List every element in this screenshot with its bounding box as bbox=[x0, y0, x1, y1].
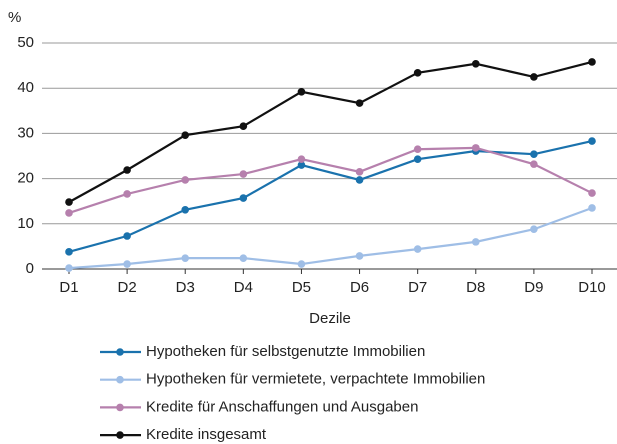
data-point bbox=[471, 59, 480, 68]
legend-marker bbox=[116, 348, 124, 356]
data-point bbox=[65, 198, 73, 206]
legend-marker bbox=[116, 375, 124, 384]
x-tick-label: D5 bbox=[292, 279, 311, 296]
data-point bbox=[181, 205, 190, 214]
data-point bbox=[471, 238, 480, 246]
data-point bbox=[181, 254, 190, 262]
y-tick-label: 30 bbox=[17, 124, 34, 141]
data-point bbox=[65, 248, 73, 256]
data-point bbox=[530, 150, 538, 158]
series-line bbox=[68, 146, 593, 214]
data-point bbox=[530, 225, 538, 234]
data-point bbox=[355, 99, 364, 107]
series-line bbox=[68, 60, 593, 204]
data-point bbox=[413, 69, 422, 77]
x-tick-label: D1 bbox=[59, 279, 78, 296]
data-point bbox=[588, 204, 596, 212]
y-tick-label: 40 bbox=[17, 79, 34, 96]
series-line bbox=[68, 140, 593, 253]
data-point bbox=[588, 58, 596, 66]
x-tick-label: D10 bbox=[578, 279, 606, 296]
data-point bbox=[123, 232, 131, 240]
y-tick-label: 20 bbox=[17, 170, 34, 187]
legend-marker bbox=[116, 431, 124, 439]
data-point bbox=[588, 137, 596, 145]
data-point bbox=[355, 176, 364, 184]
data-point bbox=[239, 170, 248, 178]
legend-label: Hypotheken für selbstgenutzte Immobilien bbox=[146, 343, 425, 360]
data-point bbox=[123, 166, 131, 174]
x-tick-label: D9 bbox=[524, 279, 543, 296]
legend-label: Kredite für Anschaffungen und Ausgaben bbox=[146, 398, 418, 415]
legend-label: Hypotheken für vermietete, verpachtete I… bbox=[146, 371, 485, 388]
y-tick-label: 50 bbox=[17, 34, 34, 51]
data-point bbox=[297, 260, 306, 268]
legend-label: Kredite insgesamt bbox=[146, 426, 267, 443]
x-tick-label: D8 bbox=[466, 279, 485, 296]
data-point bbox=[181, 131, 190, 140]
data-point bbox=[413, 155, 422, 163]
data-point bbox=[530, 73, 538, 81]
data-point bbox=[123, 190, 131, 198]
data-point bbox=[413, 145, 422, 154]
x-axis-label: Dezile bbox=[309, 310, 351, 327]
data-point bbox=[355, 252, 364, 260]
x-tick-label: D2 bbox=[118, 279, 137, 296]
x-tick-label: D7 bbox=[408, 279, 427, 296]
data-point bbox=[181, 176, 190, 184]
data-point bbox=[413, 245, 422, 253]
data-point bbox=[239, 254, 248, 262]
data-point bbox=[65, 264, 73, 272]
data-point bbox=[530, 160, 538, 168]
data-point bbox=[239, 122, 248, 130]
legend-marker bbox=[116, 403, 124, 412]
data-point bbox=[65, 209, 73, 217]
data-point bbox=[355, 168, 364, 176]
x-tick-label: D6 bbox=[350, 279, 369, 296]
x-tick-label: D3 bbox=[176, 279, 195, 296]
y-axis-label: % bbox=[8, 9, 21, 26]
x-tick-label: D4 bbox=[234, 279, 253, 296]
data-point bbox=[239, 194, 248, 202]
data-point bbox=[588, 189, 596, 197]
data-point bbox=[297, 88, 306, 96]
data-point bbox=[471, 144, 480, 152]
y-tick-label: 10 bbox=[17, 215, 34, 232]
data-point bbox=[123, 260, 131, 268]
data-point bbox=[297, 161, 306, 169]
data-point bbox=[297, 155, 306, 163]
y-tick-label: 0 bbox=[26, 260, 34, 277]
series-line bbox=[68, 206, 593, 270]
